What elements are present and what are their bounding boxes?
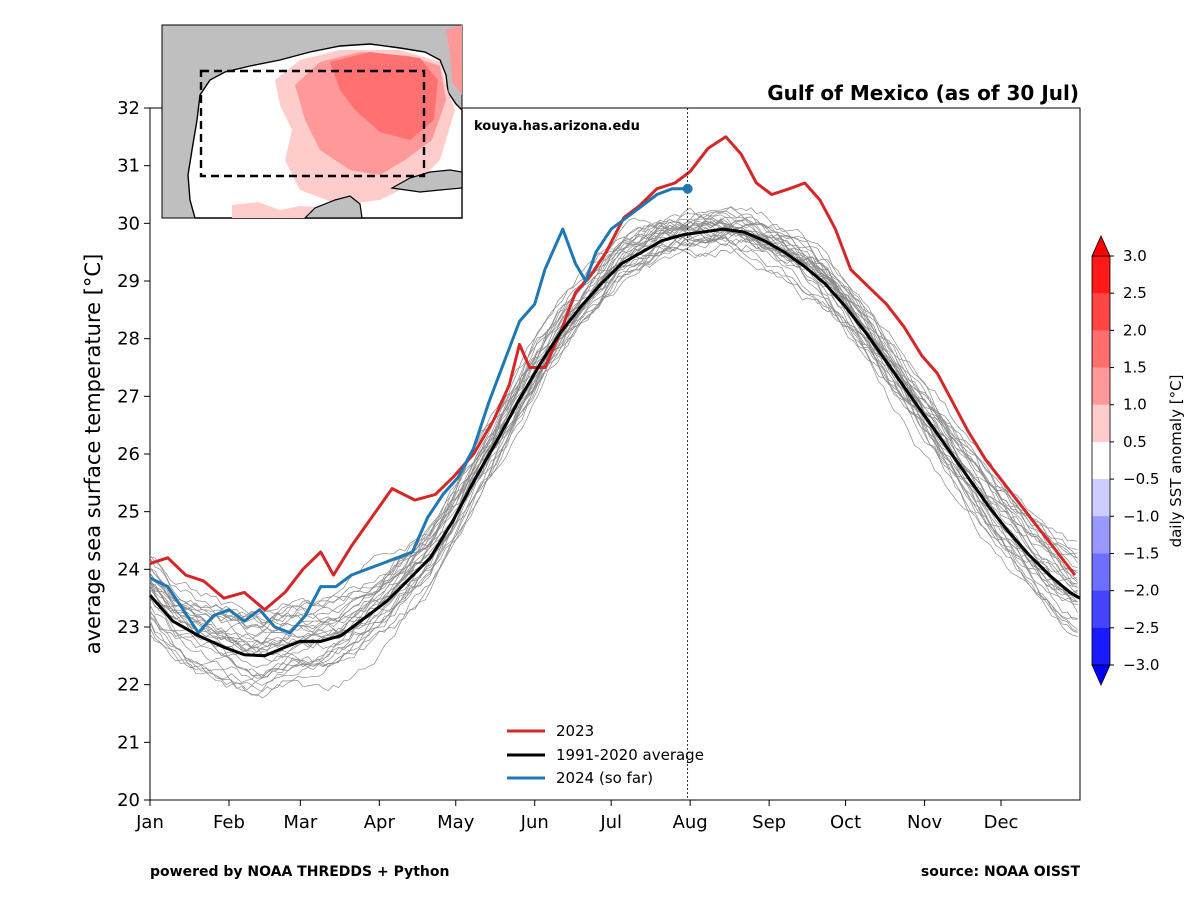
y-tick-label: 24 [117, 559, 140, 580]
x-tick-label: Mar [283, 812, 318, 833]
y-tick-label: 23 [117, 617, 140, 638]
colorbar-band [1092, 330, 1110, 369]
series-lines [148, 135, 1081, 658]
x-tick-label: Sep [752, 812, 786, 833]
footer-source: source: NOAA OISST [921, 864, 1081, 880]
inset-map [161, 24, 463, 219]
x-tick-label: Aug [673, 812, 708, 833]
historical-year-line [149, 227, 1078, 683]
y-tick-label: 31 [117, 156, 140, 177]
x-tick-label: Feb [213, 812, 245, 833]
cuba-land [390, 169, 463, 193]
colorbar-tick-label: −1.5 [1123, 544, 1159, 562]
y-tick-label: 20 [117, 790, 140, 811]
colorbar-tick-label: 3.0 [1123, 247, 1147, 265]
historical-year-line [149, 233, 1078, 697]
colorbar-band [1092, 479, 1110, 517]
historical-year-line [149, 237, 1078, 668]
y-tick-label: 26 [117, 444, 140, 465]
colorbar-tick-label: 1.0 [1123, 396, 1147, 414]
x-tick-label: Dec [984, 812, 1019, 833]
colorbar-tick-label: 2.5 [1123, 284, 1147, 302]
x-tick-label: Jul [599, 812, 622, 833]
historical-year-line [149, 225, 1078, 649]
y-tick-label: 25 [117, 502, 140, 523]
colorbar-tick-label: −3.0 [1123, 656, 1159, 674]
colorbar-extend-low [1091, 664, 1111, 686]
colorbar-tick-label: −1.0 [1123, 507, 1159, 525]
anomaly-warm-south [232, 202, 330, 218]
colorbar-tick-label: −0.5 [1123, 470, 1159, 488]
historical-year-line [149, 227, 1078, 693]
x-axis: Jan Feb Mar Apr May Jun Jul Aug Sep Oct Nov Dec [135, 800, 1018, 833]
historical-year-line [149, 205, 1078, 629]
legend-label-2023: 2023 [556, 722, 594, 740]
anomaly-warm-strong [330, 52, 438, 140]
y-axis: 20 21 22 23 24 25 26 27 28 29 30 31 32 [117, 98, 150, 811]
y-tick-label: 32 [117, 98, 140, 119]
colorbar-extend-high [1091, 235, 1111, 257]
historical-year-line [149, 227, 1078, 699]
historical-year-line [149, 216, 1078, 645]
current-value-dot [682, 183, 693, 194]
legend-label-2024: 2024 (so far) [556, 769, 653, 787]
colorbar-band [1092, 553, 1110, 592]
x-tick-label: Oct [830, 812, 861, 833]
colorbar-band [1092, 627, 1110, 666]
x-tick-label: May [437, 812, 475, 833]
y-tick-label: 27 [117, 386, 140, 407]
historical-year-line [149, 207, 1078, 623]
y-tick-label: 21 [117, 732, 140, 753]
historical-year-line [149, 223, 1078, 640]
chart-title: Gulf of Mexico (as of 30 Jul) [767, 81, 1079, 105]
averaging-region-box [199, 69, 426, 178]
y-tick-label: 30 [117, 213, 140, 234]
series-line-average [148, 227, 1081, 658]
colorbar-band [1092, 590, 1110, 629]
x-tick-label: Jun [520, 812, 549, 833]
colorbar-tick-label: 2.0 [1123, 321, 1147, 339]
y-tick-label: 28 [117, 329, 140, 350]
colorbar-tick-label: −2.0 [1123, 582, 1159, 600]
x-tick-label: Nov [907, 812, 942, 833]
y-axis-label: average sea surface temperature [°C] [81, 254, 105, 655]
x-tick-label: Jan [135, 812, 164, 833]
series-line-2023 [149, 135, 1077, 612]
colorbar: 3.0 2.5 2.0 1.5 1.0 0.5 −0.5 −1.0 −1.5 −2.0 −2.5 −3… [1091, 235, 1159, 686]
colorbar-tick-label: −2.5 [1123, 619, 1159, 637]
historical-year-line [149, 218, 1078, 657]
colorbar-band [1092, 367, 1110, 406]
colorbar-frame [1091, 255, 1111, 666]
legend: 2023 1991-2020 average 2024 (so far) [507, 722, 704, 787]
colorbar-band [1092, 404, 1110, 443]
footer-powered-by: powered by NOAA THREDDS + Python [150, 864, 449, 880]
colorbar-tick-label: 0.5 [1123, 433, 1147, 451]
yucatan-land [303, 195, 363, 219]
x-tick-label: Apr [364, 812, 396, 833]
colorbar-band [1092, 441, 1110, 480]
historical-year-line [149, 226, 1078, 627]
colorbar-band [1092, 256, 1110, 294]
colorbar-band [1092, 293, 1110, 331]
anomaly-warm-east [446, 25, 462, 95]
y-tick-label: 29 [117, 271, 140, 292]
legend-label-average: 1991-2020 average [556, 746, 704, 764]
series-line-2024 [149, 187, 688, 635]
colorbar-tick-label: 1.5 [1123, 359, 1147, 377]
colorbar-band [1092, 516, 1110, 554]
plot-area [149, 107, 1081, 801]
y-tick-label: 22 [117, 675, 140, 696]
credit-url: kouya.has.arizona.edu [474, 119, 640, 134]
colorbar-label: daily SST anomaly [°C] [1167, 375, 1185, 548]
